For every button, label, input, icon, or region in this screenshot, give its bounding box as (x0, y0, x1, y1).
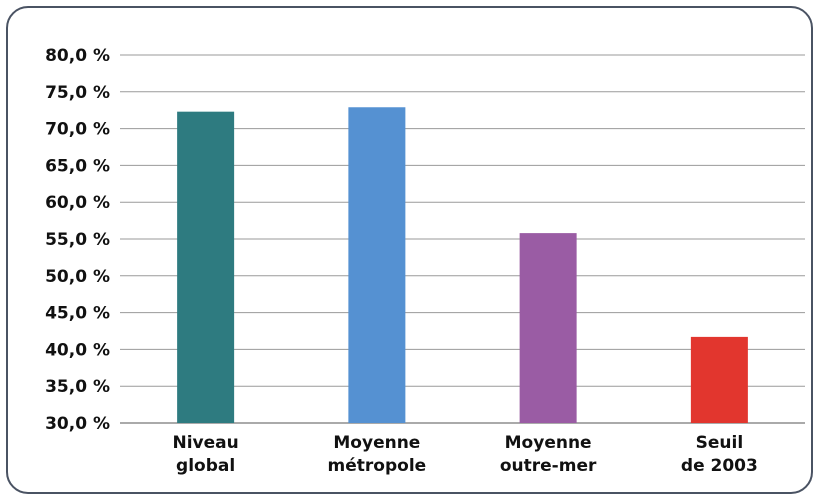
gridlines (120, 54, 805, 424)
y-tick-label: 50,0 % (45, 267, 110, 287)
x-category-label: de 2003 (681, 456, 758, 476)
bar-3 (690, 336, 748, 423)
x-category-label: Moyenne (505, 433, 592, 453)
y-tick-label: 35,0 % (45, 377, 110, 397)
x-category-label: global (176, 456, 235, 476)
x-axis-labels: Niveau global Moyenne métropole Moyenne outre… (173, 433, 758, 476)
y-tick-label: 65,0 % (45, 156, 110, 176)
y-tick-label: 40,0 % (45, 340, 110, 360)
y-tick-label: 55,0 % (45, 230, 110, 250)
y-tick-label: 75,0 % (45, 83, 110, 103)
x-category-label: outre-mer (500, 456, 597, 476)
y-tick-label: 70,0 % (45, 120, 110, 140)
x-category-label: Moyenne (333, 433, 420, 453)
y-tick-label: 60,0 % (45, 193, 110, 213)
chart-frame (6, 6, 813, 494)
bar-2 (519, 233, 577, 423)
y-tick-label: 30,0 % (45, 414, 110, 434)
x-category-label: Seuil (696, 433, 744, 453)
bars (177, 107, 748, 424)
y-tick-label: 45,0 % (45, 304, 110, 324)
bar-1 (348, 107, 406, 424)
bar-0 (177, 111, 235, 423)
y-tick-label: 80,0 % (45, 46, 110, 66)
x-category-label: Niveau (173, 433, 239, 453)
x-category-label: métropole (328, 456, 427, 476)
y-axis-ticks: 30,0 % 35,0 % 40,0 % 45,0 % 50,0 % 55,0 % 60,0… (45, 46, 110, 434)
